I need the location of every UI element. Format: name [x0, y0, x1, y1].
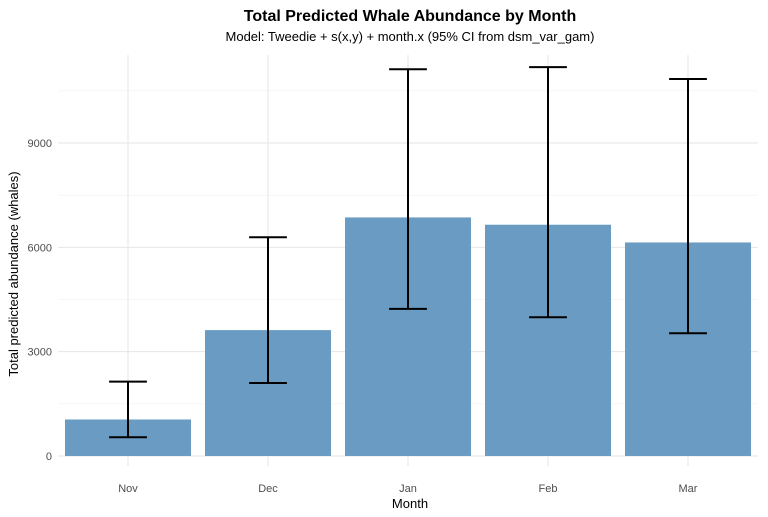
- error-bar-feb: [529, 66, 567, 319]
- error-bar-mar: [669, 78, 707, 335]
- error-bars: [109, 66, 707, 439]
- y-tick-label: 6000: [28, 242, 52, 254]
- chart-title: Total Predicted Whale Abundance by Month: [244, 8, 576, 25]
- x-tick-label: Nov: [118, 483, 138, 495]
- error-bar-jan: [389, 68, 427, 310]
- y-tick-label: 0: [46, 451, 52, 463]
- x-axis-ticks: Nov Dec Jan Feb Mar: [118, 483, 698, 495]
- x-tick-label: Dec: [258, 483, 278, 495]
- y-tick-label: 3000: [28, 347, 52, 359]
- x-tick-label: Feb: [539, 483, 558, 495]
- x-axis-title: Month: [392, 496, 428, 511]
- y-axis-ticks: 0 3000 6000 9000: [28, 138, 52, 463]
- error-bar-nov: [109, 380, 147, 439]
- x-tick-label: Jan: [399, 483, 417, 495]
- y-axis-title: Total predicted abundance (whales): [6, 171, 21, 376]
- chart-subtitle: Model: Tweedie + s(x,y) + month.x (95% C…: [226, 29, 595, 44]
- x-tick-label: Mar: [679, 483, 698, 495]
- y-tick-label: 9000: [28, 138, 52, 150]
- error-bar-dec: [249, 236, 287, 384]
